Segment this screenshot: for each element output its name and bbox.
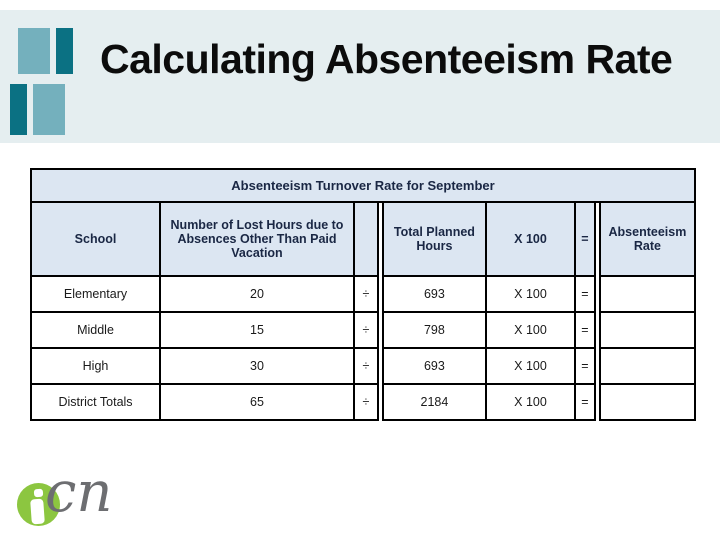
table-caption: Absenteeism Turnover Rate for September (30, 168, 696, 203)
cell-planned-hours: 693 (381, 275, 488, 313)
title-band: Calculating Absenteeism Rate (0, 10, 720, 143)
cell-x100: X 100 (485, 347, 576, 385)
cell-lost-hours: 65 (159, 383, 355, 421)
cell-lost-hours: 30 (159, 347, 355, 385)
col-header-school: School (29, 201, 162, 277)
table-row: District Totals 65 ÷ (29, 383, 379, 421)
cell-x100: X 100 (485, 275, 576, 313)
table-row (598, 275, 696, 313)
col-header-equals: = (573, 201, 596, 277)
cell-divide-sign: ÷ (352, 275, 379, 313)
cell-lost-hours: 15 (159, 311, 355, 349)
cell-equals-sign: = (573, 383, 596, 421)
table-row: High 30 ÷ (29, 347, 379, 385)
table-row: 798 X 100 = (381, 311, 596, 349)
cell-divide-sign: ÷ (352, 347, 379, 385)
table-row (598, 311, 696, 349)
cell-absenteeism-rate (598, 347, 696, 385)
cell-absenteeism-rate (598, 383, 696, 421)
cell-equals-sign: = (573, 311, 596, 349)
cell-divide-sign: ÷ (352, 383, 379, 421)
cell-lost-hours: 20 (159, 275, 355, 313)
cell-divide-sign: ÷ (352, 311, 379, 349)
logo-letter-i-dot-icon (33, 488, 44, 498)
header-row: School Number of Lost Hours due to Absen… (29, 201, 379, 277)
cell-absenteeism-rate (598, 311, 696, 349)
col-header-absenteeism-rate: Absenteeism Rate (598, 201, 696, 277)
table-row (598, 383, 696, 421)
header-row: Total Planned Hours X 100 = (381, 201, 596, 277)
logo-script-text: cn (45, 460, 113, 525)
decoration-bar-dark-top (56, 28, 73, 74)
table-row: Middle 15 ÷ (29, 311, 379, 349)
header-row: Absenteeism Rate (598, 201, 696, 277)
table-block-left: School Number of Lost Hours due to Absen… (29, 201, 379, 421)
table-row: 693 X 100 = (381, 275, 596, 313)
decoration-square-light-bottom (33, 84, 65, 135)
cell-absenteeism-rate (598, 275, 696, 313)
col-header-lost-hours: Number of Lost Hours due to Absences Oth… (159, 201, 355, 277)
cell-school: District Totals (29, 383, 162, 421)
cell-school: High (29, 347, 162, 385)
absenteeism-table: Absenteeism Turnover Rate for September … (29, 168, 696, 421)
cell-equals-sign: = (573, 275, 596, 313)
table-row: 2184 X 100 = (381, 383, 596, 421)
cell-school: Middle (29, 311, 162, 349)
table-blocks: School Number of Lost Hours due to Absen… (29, 201, 696, 421)
col-header-planned-hours: Total Planned Hours (381, 201, 488, 277)
cell-equals-sign: = (573, 347, 596, 385)
col-header-x100: X 100 (485, 201, 576, 277)
cell-planned-hours: 798 (381, 311, 488, 349)
cell-x100: X 100 (485, 311, 576, 349)
decoration-bar-dark-bottom (10, 84, 27, 135)
decoration-square-light-top (18, 28, 50, 74)
table-row: Elementary 20 ÷ (29, 275, 379, 313)
cell-x100: X 100 (485, 383, 576, 421)
cell-planned-hours: 2184 (381, 383, 488, 421)
logo-letter-i-icon (30, 498, 45, 525)
table-row: 693 X 100 = (381, 347, 596, 385)
table-block-right: Absenteeism Rate (598, 201, 696, 421)
cell-school: Elementary (29, 275, 162, 313)
table-block-middle: Total Planned Hours X 100 = 693 X 100 = … (381, 201, 596, 421)
slide-title: Calculating Absenteeism Rate (100, 36, 673, 82)
icn-logo: cn (17, 463, 137, 537)
table-row (598, 347, 696, 385)
cell-planned-hours: 693 (381, 347, 488, 385)
col-header-divide (352, 201, 379, 277)
